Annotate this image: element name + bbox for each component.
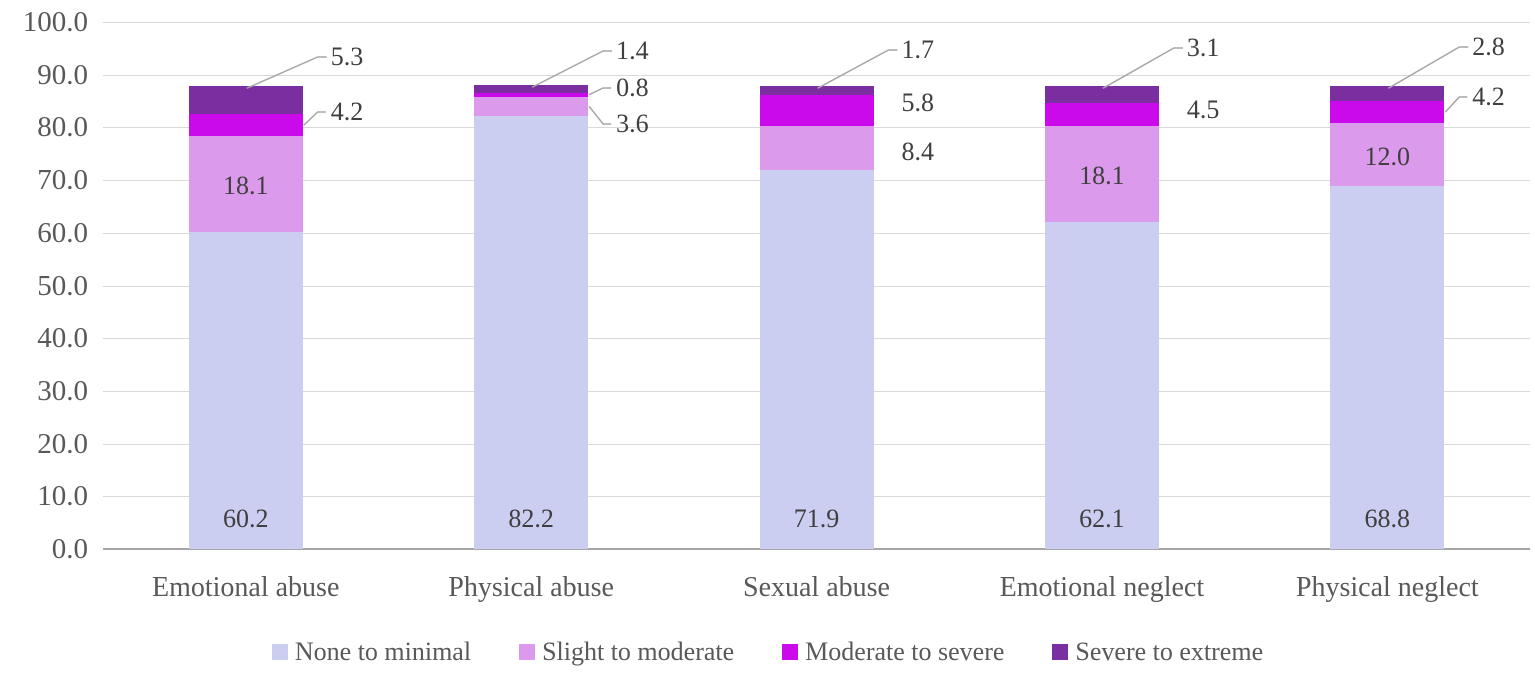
bar-segment-2 <box>474 92 589 97</box>
y-axis-tick-label: 0.0 <box>51 533 88 565</box>
data-label: 1.4 <box>616 36 649 65</box>
leader-line <box>588 105 612 125</box>
data-label: 3.6 <box>616 109 649 138</box>
data-label: 1.7 <box>901 35 935 64</box>
gridline <box>103 22 1530 23</box>
x-axis-category-label: Physical neglect <box>1295 572 1479 603</box>
bar-segment-1 <box>1330 123 1445 187</box>
y-axis-tick-label: 70.0 <box>37 164 88 197</box>
legend-marker-3 <box>1052 644 1069 660</box>
y-axis-tick-label: 20.0 <box>37 427 88 460</box>
bar-segment-1 <box>1044 126 1159 222</box>
x-axis-line <box>103 548 1530 550</box>
data-label: 82.2 <box>508 504 554 533</box>
data-label: 3.1 <box>1186 33 1220 62</box>
data-label: 4.2 <box>1472 82 1505 111</box>
legend-marker-1 <box>519 644 536 660</box>
data-label: 5.3 <box>330 42 364 71</box>
data-label: 71.9 <box>793 504 840 533</box>
bar-segment-3 <box>1330 86 1445 102</box>
legend-label: Moderate to severe <box>805 637 1005 666</box>
data-label: 12.0 <box>1364 141 1411 171</box>
bar-segment-2 <box>1330 101 1445 124</box>
legend-label: None to minimal <box>294 637 472 666</box>
y-axis-tick-label: 60.0 <box>37 216 88 249</box>
y-axis-tick-label: 10.0 <box>37 480 88 513</box>
legend-item: Severe to extreme <box>1052 637 1263 667</box>
legend-marker-0 <box>271 644 288 660</box>
legend-label: Severe to extreme <box>1075 637 1264 666</box>
legend-item: None to minimal <box>271 637 472 667</box>
leader-line <box>1387 46 1469 89</box>
bar-segment-1 <box>759 125 874 171</box>
legend-item: Slight to moderate <box>519 637 734 667</box>
x-axis-category-label: Physical abuse <box>448 572 614 603</box>
y-axis-tick-label: 100.0 <box>22 6 88 38</box>
x-axis-category-label: Emotional neglect <box>999 572 1205 603</box>
leader-line <box>1102 47 1183 89</box>
legend: None to minimal Slight to moderate Moderat… <box>0 637 1535 667</box>
bar-segment-0 <box>474 115 589 549</box>
data-label: 0.8 <box>616 73 649 102</box>
y-axis-tick-label: 90.0 <box>37 58 88 91</box>
data-label: 68.8 <box>1364 504 1411 533</box>
bar-segment-2 <box>188 114 303 137</box>
bar-segment-0 <box>1330 186 1445 549</box>
y-axis-tick-label: 50.0 <box>37 269 88 302</box>
bar-segment-1 <box>188 136 303 232</box>
leader-line <box>303 111 326 126</box>
gridline <box>103 74 1530 76</box>
bar-segment-2 <box>759 95 874 126</box>
x-axis-category-label: Sexual abuse <box>743 572 890 603</box>
data-label: 4.2 <box>330 97 364 126</box>
data-label: 18.1 <box>222 171 269 201</box>
bar-segment-0 <box>1044 221 1159 549</box>
leader-line <box>817 49 898 89</box>
leader-line <box>588 87 612 96</box>
data-label: 8.4 <box>901 137 935 166</box>
legend-item: Moderate to severe <box>782 637 1004 667</box>
data-label: 4.5 <box>1186 95 1220 124</box>
leader-line <box>246 56 327 89</box>
y-axis-tick-label: 40.0 <box>37 322 88 355</box>
data-label: 18.1 <box>1079 161 1125 191</box>
bar-segment-2 <box>1044 102 1159 127</box>
data-label: 62.1 <box>1079 504 1125 533</box>
legend-label: Slight to moderate <box>542 637 735 666</box>
y-axis-tick-label: 80.0 <box>37 111 88 144</box>
leader-line <box>1444 96 1468 113</box>
data-label: 60.2 <box>222 504 269 533</box>
legend-marker-2 <box>782 644 799 660</box>
x-axis-category-label: Emotional abuse <box>151 572 340 603</box>
y-axis-tick-label: 30.0 <box>37 374 88 407</box>
bar-segment-0 <box>188 231 303 549</box>
bar-segment-0 <box>759 170 874 549</box>
bar-segment-3 <box>188 86 303 115</box>
bar-segment-3 <box>1044 86 1159 103</box>
data-label: 5.8 <box>901 88 935 117</box>
data-label: 2.8 <box>1472 32 1505 61</box>
leader-line <box>531 50 613 88</box>
bar-segment-3 <box>759 86 874 96</box>
bar-segment-3 <box>474 85 589 93</box>
bar-segment-1 <box>474 96 589 116</box>
